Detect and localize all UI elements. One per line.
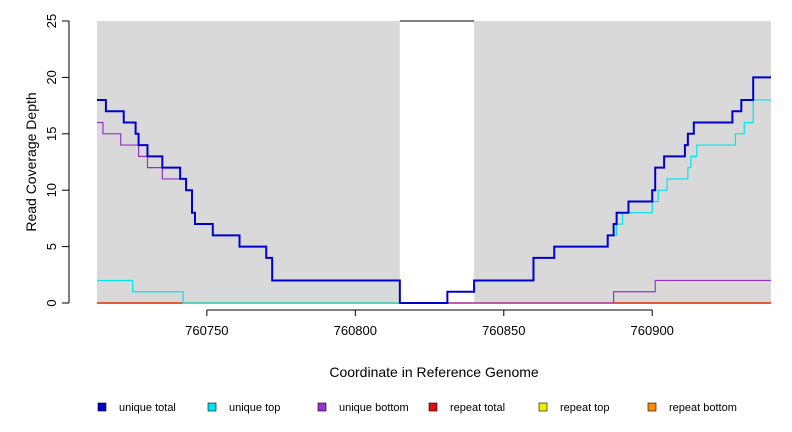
legend-label-repeat-top: repeat top (560, 402, 610, 414)
y-tick-label: 10 (44, 183, 59, 197)
y-tick-label: 5 (44, 243, 59, 250)
x-tick-label: 760800 (334, 323, 377, 338)
x-axis-title: Coordinate in Reference Genome (329, 364, 539, 380)
legend-label-repeat-bottom: repeat bottom (669, 402, 737, 414)
y-tick-label: 15 (44, 127, 59, 141)
x-tick-label: 760750 (185, 323, 228, 338)
series-line-unique-total (97, 76, 771, 304)
legend-swatch-unique-bottom (317, 402, 327, 412)
legend-swatch-repeat-bottom (647, 402, 657, 412)
legend-label-repeat-total: repeat total (450, 402, 505, 414)
series-layer (97, 76, 771, 304)
legend-swatch-unique-total (97, 402, 107, 412)
legend-swatch-repeat-total (428, 402, 438, 412)
legend: unique total unique top unique bottom repea… (97, 402, 737, 414)
y-tick-label: 20 (44, 70, 59, 84)
plot-background (97, 20, 771, 303)
x-tick-label: 760850 (482, 323, 525, 338)
legend-label-unique-bottom: unique bottom (339, 402, 409, 414)
y-tick-label: 0 (44, 299, 59, 306)
shaded-region-right (474, 21, 771, 303)
legend-swatch-unique-top (207, 402, 217, 412)
y-axis-title: Read Coverage Depth (23, 92, 39, 231)
x-tick-label: 760900 (631, 323, 674, 338)
legend-swatch-repeat-top (538, 402, 548, 412)
shaded-region-left (97, 21, 400, 303)
legend-label-unique-total: unique total (119, 402, 176, 414)
y-tick-label: 25 (44, 14, 59, 28)
axes-layer: 0 5 10 15 20 25 760750 760800 760850 760900 (44, 14, 674, 338)
legend-label-unique-top: unique top (229, 402, 280, 414)
